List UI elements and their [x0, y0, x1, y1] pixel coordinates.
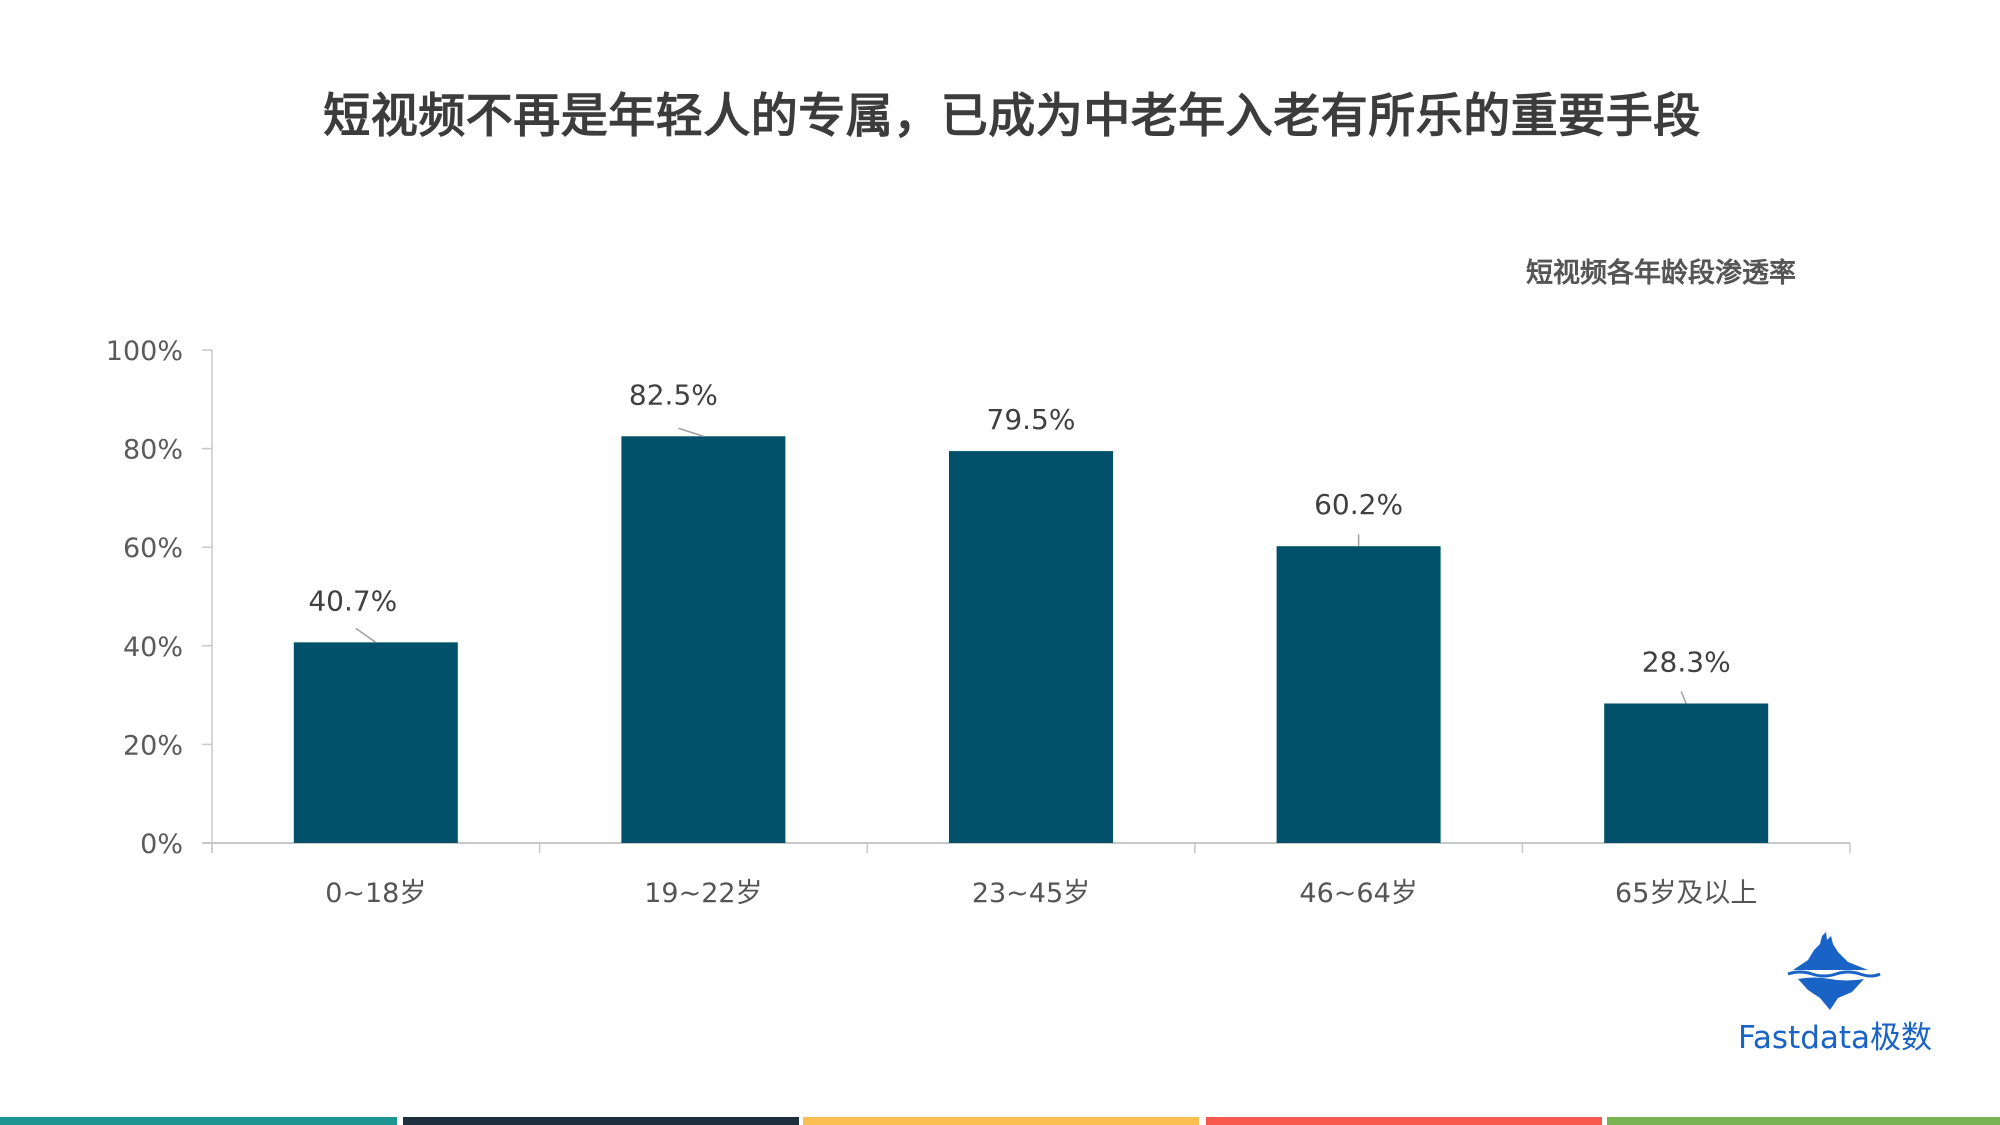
footer-strip: [803, 1117, 1199, 1125]
iceberg-icon: [1787, 932, 1881, 1010]
data-label: 60.2%: [1314, 488, 1403, 521]
x-tick-label: 23~45岁: [972, 878, 1090, 909]
x-tick-label: 0~18岁: [325, 878, 426, 909]
footer-strip: [1607, 1117, 2000, 1125]
y-tick-label: 80%: [123, 435, 183, 466]
bar: [1604, 703, 1769, 843]
y-tick-label: 60%: [123, 533, 183, 564]
bar: [621, 436, 786, 843]
data-label: 28.3%: [1642, 645, 1731, 678]
footer-strip: [0, 1117, 397, 1125]
y-tick-label: 0%: [140, 829, 183, 860]
bar: [293, 642, 458, 843]
leader-line: [1680, 691, 1687, 704]
data-label: 79.5%: [987, 403, 1076, 436]
footer-strip: [403, 1117, 799, 1125]
y-tick-label: 40%: [123, 632, 183, 663]
data-labels: 40.7% 82.5% 79.5% 60.2% 28.3%: [308, 378, 1731, 704]
data-label: 82.5%: [629, 378, 718, 411]
y-tick-label: 20%: [123, 730, 183, 761]
fastdata-logo: Fastdata极数: [1730, 930, 1940, 1060]
x-tick-label: 65岁及以上: [1615, 878, 1757, 909]
chart-title: 短视频各年龄段渗透率: [1526, 258, 1796, 289]
x-axis: 0~18岁 19~22岁 23~45岁 46~64岁 65岁及以上: [202, 842, 1851, 909]
data-label: 40.7%: [308, 584, 397, 617]
leader-line: [678, 427, 704, 437]
slide-title: 短视频不再是年轻人的专属，已成为中老年入老有所乐的重要手段: [323, 89, 1701, 144]
footer-strip: [1206, 1117, 1602, 1125]
y-tick-label: 100%: [106, 336, 183, 367]
y-axis: 0% 20% 40% 60% 80% 100%: [106, 336, 213, 860]
bars: [293, 436, 1769, 843]
bar: [949, 451, 1113, 843]
x-tick-label: 46~64岁: [1299, 878, 1417, 909]
bar: [1276, 546, 1441, 843]
x-tick-label: 19~22岁: [644, 878, 762, 909]
leader-line: [355, 627, 377, 643]
logo-text: Fastdata极数: [1737, 1020, 1933, 1056]
